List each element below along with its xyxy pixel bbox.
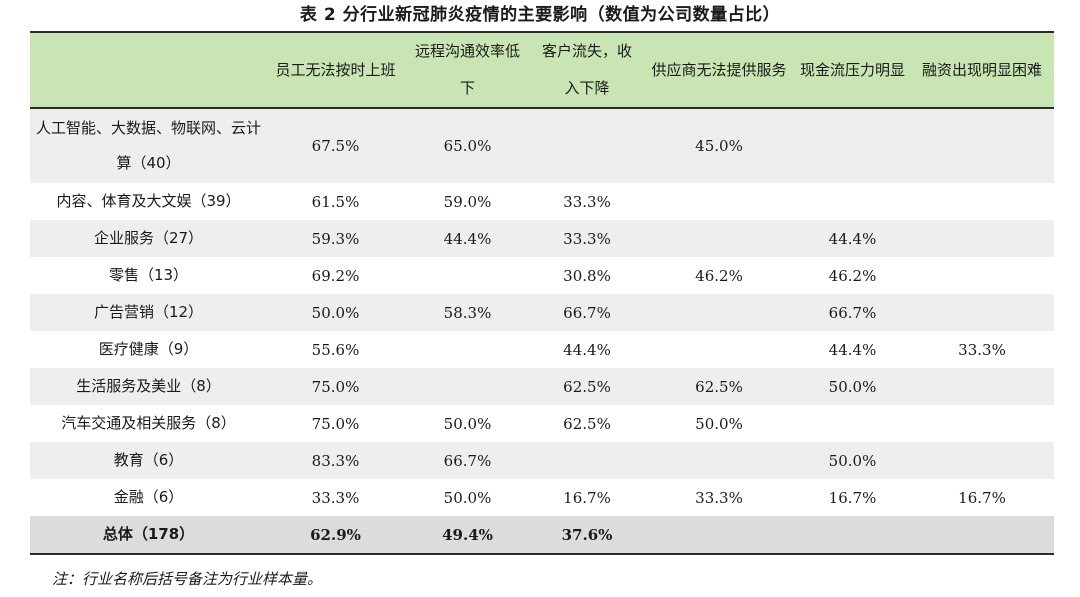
value-cell: 61.5% <box>311 192 360 211</box>
value-cell: 55.6% <box>311 340 360 359</box>
value-cell <box>795 183 910 220</box>
value-cell: 75.0% <box>311 414 360 433</box>
table-row: 生活服务及美业（8） 75.0% 62.5% 62.5% 50.0% <box>30 368 1054 405</box>
industry-cell: 人工智能、大数据、物联网、云计算（40） <box>35 119 261 172</box>
value-cell <box>643 442 795 479</box>
value-cell: 16.7% <box>828 488 877 507</box>
value-cell <box>531 108 643 183</box>
value-cell: 66.7% <box>443 451 492 470</box>
value-cell: 44.4% <box>828 340 877 359</box>
value-cell: 30.8% <box>563 266 611 285</box>
value-cell <box>910 220 1054 257</box>
industry-cell: 广告营销（12） <box>93 303 204 321</box>
value-cell: 46.2% <box>828 266 877 285</box>
value-cell <box>643 220 795 257</box>
value-cell: 66.7% <box>563 303 611 322</box>
table-row: 教育（6） 83.3% 66.7% 50.0% <box>30 442 1054 479</box>
value-cell <box>643 183 795 220</box>
value-cell: 62.9% <box>267 516 404 555</box>
value-cell: 44.4% <box>443 229 492 248</box>
value-cell: 69.2% <box>311 266 360 285</box>
value-cell: 45.0% <box>695 137 743 155</box>
value-cell: 33.3% <box>695 488 743 507</box>
table-row: 医疗健康（9） 55.6% 44.4% 44.4% 33.3% <box>30 331 1054 368</box>
value-cell: 50.0% <box>828 451 877 470</box>
value-cell <box>910 108 1054 183</box>
total-row: 总体（178） 62.9% 49.4% 37.6% <box>30 516 1054 555</box>
value-cell: 44.4% <box>563 340 611 359</box>
header-industry <box>30 31 267 109</box>
value-cell <box>910 368 1054 405</box>
value-cell <box>910 294 1054 331</box>
header-cell: 客户流失，收入下降 <box>531 31 643 109</box>
value-cell: 49.4% <box>404 516 531 555</box>
table-row: 广告营销（12） 50.0% 58.3% 66.7% 66.7% <box>30 294 1054 331</box>
industry-cell: 教育（6） <box>113 451 184 469</box>
table-note: 注：行业名称后括号备注为行业样本量。 <box>52 570 323 588</box>
value-cell <box>910 405 1054 442</box>
value-cell <box>795 405 910 442</box>
header-row: 员工无法按时上班 远程沟通效率低下 客户流失，收入下降 供应商无法提供服务 现金… <box>30 31 1054 109</box>
value-cell <box>404 257 531 294</box>
value-cell: 58.3% <box>443 303 492 322</box>
value-cell: 50.0% <box>443 488 492 507</box>
value-cell <box>404 368 531 405</box>
industry-cell: 汽车交通及相关服务（8） <box>61 414 236 432</box>
header-cell: 现金流压力明显 <box>795 31 910 109</box>
header-cell: 供应商无法提供服务 <box>643 31 795 109</box>
value-cell <box>643 294 795 331</box>
value-cell: 59.3% <box>311 229 360 248</box>
value-cell: 16.7% <box>958 488 1006 507</box>
value-cell: 33.3% <box>958 340 1006 359</box>
table-row: 人工智能、大数据、物联网、云计算（40） 67.5% 65.0% 45.0% <box>30 108 1054 183</box>
value-cell: 33.3% <box>563 192 611 211</box>
value-cell: 50.0% <box>311 303 360 322</box>
industry-cell: 金融（6） <box>113 488 184 506</box>
value-cell: 66.7% <box>828 303 877 322</box>
table-row: 金融（6） 33.3% 50.0% 16.7% 33.3% 16.7% 16.7… <box>30 479 1054 516</box>
industry-cell: 医疗健康（9） <box>98 340 199 358</box>
value-cell <box>531 442 643 479</box>
value-cell: 33.3% <box>311 488 360 507</box>
value-cell: 37.6% <box>531 516 643 555</box>
value-cell: 62.5% <box>695 377 743 396</box>
impact-table: 员工无法按时上班 远程沟通效率低下 客户流失，收入下降 供应商无法提供服务 现金… <box>30 31 1054 555</box>
value-cell: 62.5% <box>563 414 611 433</box>
table-row: 内容、体育及大文娱（39） 61.5% 59.0% 33.3% <box>30 183 1054 220</box>
header-cell: 融资出现明显困难 <box>910 31 1054 109</box>
table-row: 汽车交通及相关服务（8） 75.0% 50.0% 62.5% 50.0% <box>30 405 1054 442</box>
value-cell: 65.0% <box>443 137 492 155</box>
industry-cell: 总体（178） <box>30 516 267 555</box>
value-cell: 44.4% <box>828 229 877 248</box>
value-cell <box>643 516 795 555</box>
value-cell <box>643 331 795 368</box>
value-cell <box>910 442 1054 479</box>
table-row: 零售（13） 69.2% 30.8% 46.2% 46.2% <box>30 257 1054 294</box>
value-cell: 16.7% <box>563 488 611 507</box>
value-cell <box>404 331 531 368</box>
value-cell <box>795 516 910 555</box>
header-cell: 远程沟通效率低下 <box>404 31 531 109</box>
value-cell <box>795 108 910 183</box>
industry-cell: 内容、体育及大文娱（39） <box>56 192 241 210</box>
value-cell: 75.0% <box>311 377 360 396</box>
value-cell: 62.5% <box>563 377 611 396</box>
table-row: 企业服务（27） 59.3% 44.4% 33.3% 44.4% <box>30 220 1054 257</box>
value-cell: 50.0% <box>695 414 743 433</box>
value-cell: 50.0% <box>828 377 877 396</box>
value-cell: 46.2% <box>695 266 743 285</box>
value-cell: 33.3% <box>563 229 611 248</box>
value-cell <box>910 516 1054 555</box>
value-cell <box>910 183 1054 220</box>
industry-cell: 零售（13） <box>108 266 189 284</box>
value-cell: 59.0% <box>443 192 492 211</box>
header-cell: 员工无法按时上班 <box>267 31 404 109</box>
value-cell: 50.0% <box>443 414 492 433</box>
table-title: 表 2 分行业新冠肺炎疫情的主要影响（数值为公司数量占比） <box>299 5 781 25</box>
industry-cell: 企业服务（27） <box>93 229 204 247</box>
value-cell <box>910 257 1054 294</box>
value-cell: 67.5% <box>311 137 360 155</box>
industry-cell: 生活服务及美业（8） <box>76 377 221 395</box>
value-cell: 83.3% <box>311 451 360 470</box>
